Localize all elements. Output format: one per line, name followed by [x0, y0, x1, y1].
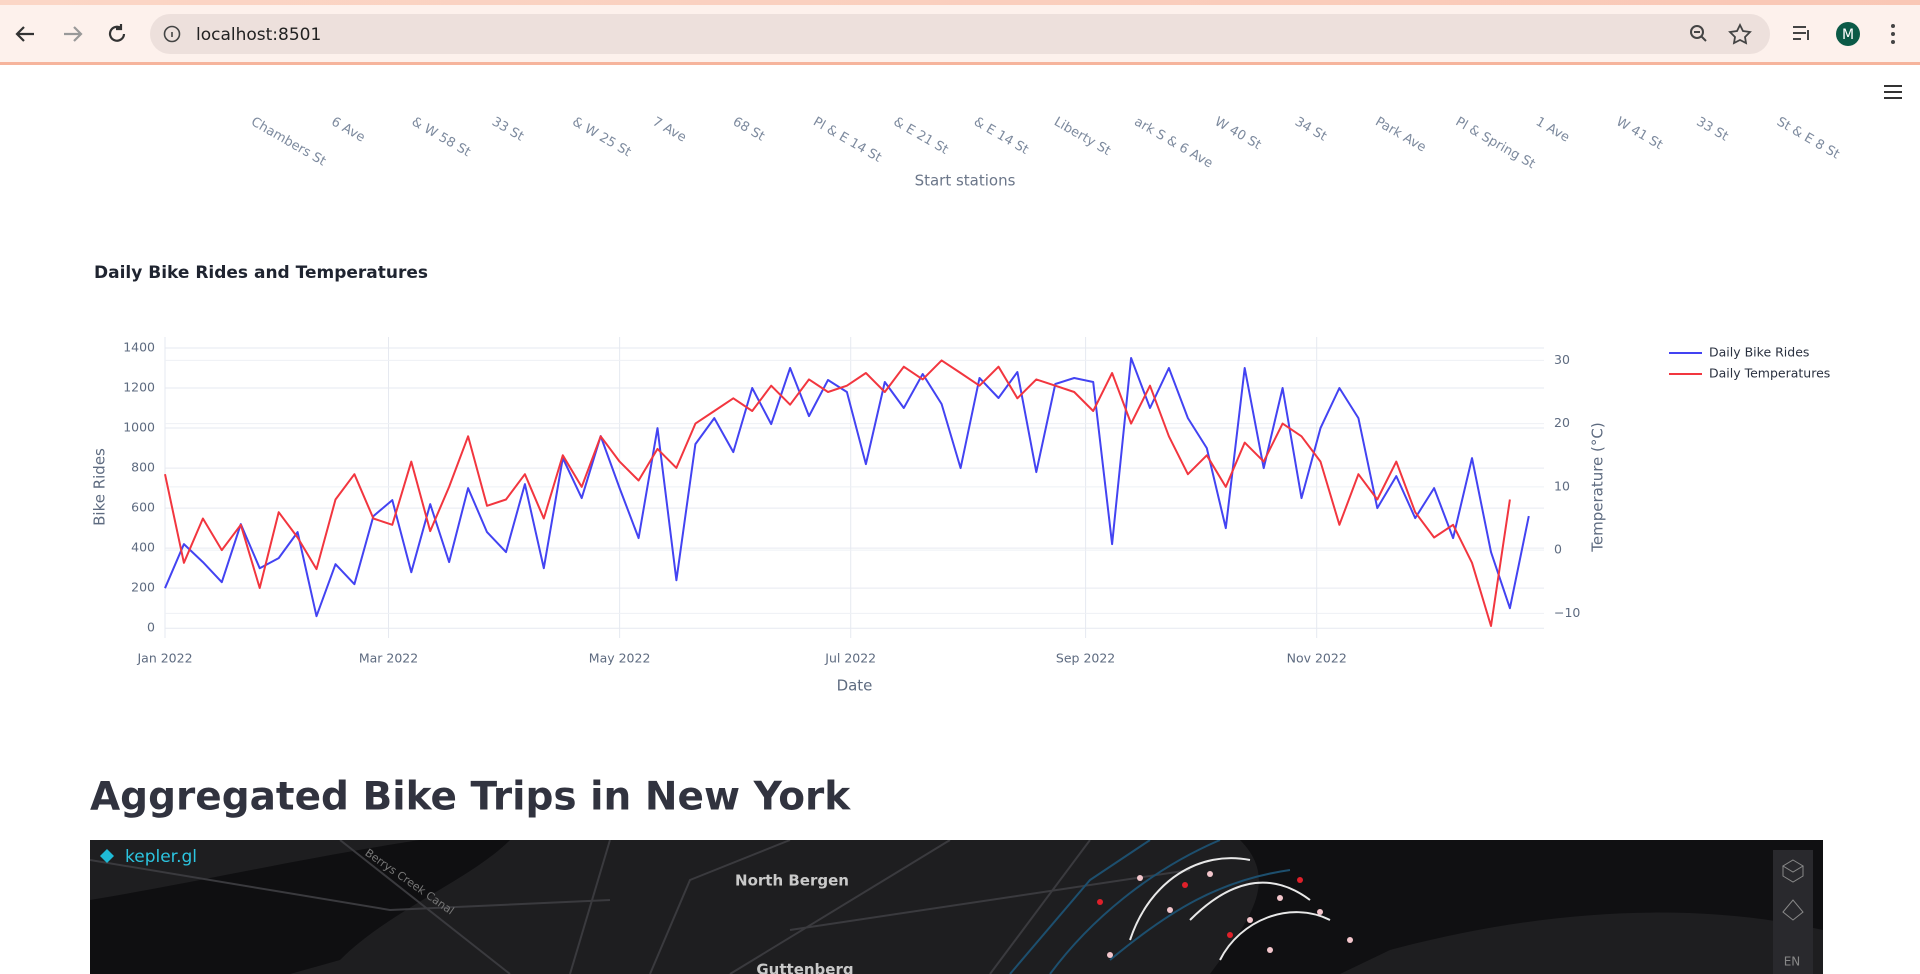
y-tick-label: 1000	[123, 420, 155, 435]
toolbar-border	[0, 62, 1920, 65]
x-tick-label: Mar 2022	[359, 651, 418, 666]
x-tick-label: 7 Ave	[650, 115, 689, 146]
x-tick-label: 6 Ave	[329, 115, 368, 146]
x-axis-title: Date	[837, 677, 873, 695]
x-axis-title: Start stations	[915, 172, 1016, 190]
legend-label: Daily Bike Rides	[1709, 345, 1809, 360]
y2-tick-label: 30	[1554, 352, 1570, 367]
x-tick-label: 1 Ave	[1533, 115, 1572, 146]
bookmark-star[interactable]	[1728, 22, 1752, 45]
map-place-label: North Bergen	[735, 872, 849, 890]
line-chart: Daily Bike Rides and Temperatures Jan 202…	[91, 263, 1831, 695]
map-roads	[90, 840, 1191, 974]
profile-initial: M	[1842, 27, 1854, 43]
y-tick-label: 0	[147, 620, 155, 635]
menu-dot[interactable]	[1891, 32, 1895, 36]
x-tick-label: W 41 St	[1613, 115, 1665, 153]
x-tick-label: & E 21 St	[891, 115, 951, 158]
y-tick-label: 600	[131, 500, 155, 515]
x-tick-label: Park Ave	[1372, 115, 1428, 156]
x-tick-label: 33 St	[1694, 115, 1731, 145]
x-tick-label: W 40 St	[1212, 115, 1264, 153]
x-tick-label: Liberty St	[1051, 115, 1113, 159]
site-info-icon[interactable]	[163, 25, 181, 43]
draw-button[interactable]	[1782, 899, 1804, 921]
media-button[interactable]	[1793, 26, 1809, 40]
data-line	[164, 357, 1530, 618]
map-water	[90, 840, 510, 974]
zoom-icon[interactable]	[1690, 25, 1704, 39]
kepler-logo	[100, 849, 114, 863]
x-tick-label: Sep 2022	[1056, 651, 1115, 666]
x-tick-label: 34 St	[1292, 115, 1329, 145]
x-tick-label: Chambers St	[248, 115, 328, 170]
section-heading: Aggregated Bike Trips in New York	[90, 775, 851, 820]
y-axis-title: Bike Rides	[91, 448, 109, 526]
map-language: EN	[1784, 955, 1801, 969]
map-controls	[1773, 850, 1813, 974]
tab-strip	[0, 0, 1920, 5]
y-tick-label: 400	[131, 540, 155, 555]
map-place-label: Guttenberg	[756, 961, 853, 974]
menu-dot[interactable]	[1891, 24, 1895, 28]
forward-button[interactable]	[64, 26, 83, 42]
x-tick-label: & W 25 St	[569, 115, 633, 161]
x-tick-label: May 2022	[589, 651, 651, 666]
back-button[interactable]	[15, 26, 34, 42]
y2-tick-label: 10	[1554, 478, 1570, 493]
url-text[interactable]: localhost:8501	[196, 25, 321, 45]
y2-tick-label: 20	[1554, 415, 1570, 430]
map-water	[1210, 840, 1823, 974]
x-tick-label: 33 St	[489, 115, 526, 145]
data-line	[164, 359, 1511, 627]
x-tick-label: Jan 2022	[136, 651, 192, 666]
y-tick-label: 1400	[123, 340, 155, 355]
map-points	[1107, 871, 1353, 958]
y2-tick-label: −10	[1554, 605, 1580, 620]
x-tick-label: Pl & Spring St	[1453, 115, 1538, 173]
reload-button[interactable]	[108, 24, 126, 42]
map-arcs	[1009, 840, 1291, 974]
y-tick-label: 1200	[123, 380, 155, 395]
x-tick-label: Pl & E 14 St	[810, 115, 884, 166]
map[interactable]	[90, 840, 1823, 974]
y-tick-label: 200	[131, 580, 155, 595]
y2-axis-title: Temperature (°C)	[1589, 422, 1607, 552]
x-tick-label: ark S & 6 Ave	[1132, 115, 1216, 172]
x-tick-label: Nov 2022	[1287, 651, 1347, 666]
x-tick-label: Jul 2022	[824, 651, 876, 666]
map-arcs	[1129, 857, 1331, 961]
legend-label: Daily Temperatures	[1709, 366, 1830, 381]
app-menu[interactable]	[1884, 85, 1902, 99]
address-bar[interactable]	[150, 14, 1770, 54]
menu-dot[interactable]	[1891, 40, 1895, 44]
y2-tick-label: 0	[1554, 542, 1562, 557]
map-points	[1097, 877, 1303, 938]
layer-button[interactable]	[1782, 859, 1804, 883]
site-info-icon-mark	[171, 32, 173, 37]
x-tick-label: & W 58 St	[409, 115, 473, 161]
x-tick-label: St & E 8 St	[1774, 115, 1842, 163]
x-tick-label: & E 14 St	[971, 115, 1031, 158]
profile-avatar[interactable]	[1836, 22, 1860, 46]
chart-title: Daily Bike Rides and Temperatures	[94, 263, 428, 283]
x-tick-label: 68 St	[730, 115, 767, 145]
map-brand: kepler.gl	[125, 847, 197, 867]
y-tick-label: 800	[131, 460, 155, 475]
zoom-icon-mark	[1694, 31, 1707, 42]
previous-chart: Chambers St 6 Ave & W 58 St 33 St & W 25 St 7…	[248, 115, 1842, 190]
